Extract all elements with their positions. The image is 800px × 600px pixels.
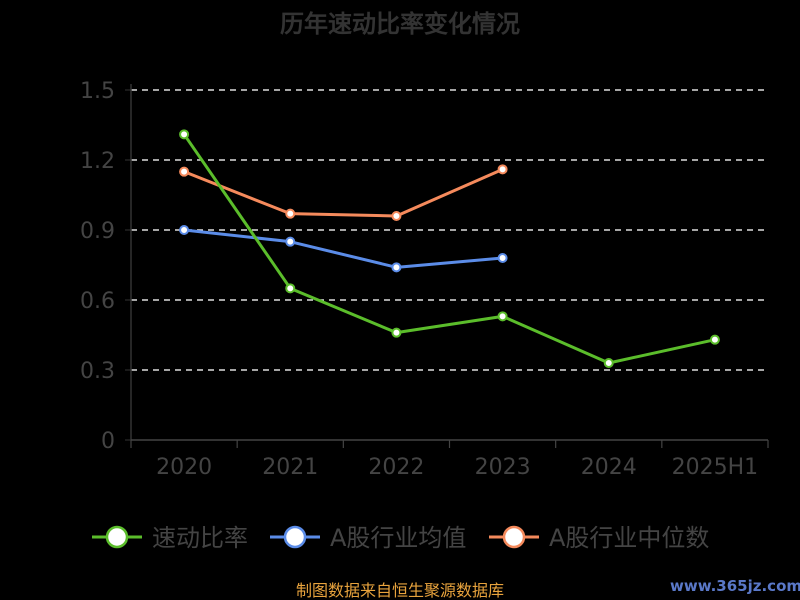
data-point (497, 253, 508, 263)
source-note: 制图数据来自恒生聚源数据库 (296, 581, 504, 600)
y-tick-label: 1.2 (80, 149, 115, 174)
data-point (709, 334, 720, 345)
y-tick-label: 0.3 (80, 359, 115, 384)
data-point (285, 236, 296, 247)
y-tick-label: 0.9 (80, 219, 115, 244)
watermark: www.365jz.com (670, 577, 800, 595)
chart-title: 历年速动比率变化情况 (280, 10, 520, 38)
data-point (391, 211, 402, 221)
legend-label: A股行业中位数 (549, 524, 709, 552)
x-tick-label: 2020 (156, 455, 212, 480)
data-point (179, 166, 190, 177)
x-tick-label: 2023 (475, 455, 531, 480)
legend-label: 速动比率 (152, 524, 248, 552)
y-tick-label: 0 (101, 429, 115, 454)
y-tick-label: 0.6 (80, 289, 115, 314)
data-point (179, 129, 190, 140)
y-tick-label: 1.5 (80, 79, 115, 104)
data-point (391, 327, 402, 338)
legend: 速动比率 A股行业均值 A股行业中位数 (92, 524, 709, 552)
data-point (179, 225, 190, 235)
series-line (183, 228, 503, 269)
legend-marker (502, 525, 526, 549)
legend-marker (283, 525, 307, 549)
legend-marker (105, 525, 129, 549)
data-point (391, 262, 402, 273)
axes: 0 0.3 0.6 0.9 1.2 1.5 2020 2021 2022 2023 2024 2025… (80, 79, 769, 480)
legend-label: A股行业均值 (330, 524, 466, 552)
data-point (285, 208, 296, 219)
grid (131, 89, 768, 371)
data-point (285, 283, 296, 294)
data-point (497, 164, 508, 175)
series (179, 129, 720, 368)
series-line (183, 167, 504, 218)
data-point (603, 358, 614, 368)
x-tick-label: 2025H1 (672, 455, 759, 480)
series-line (182, 133, 716, 365)
data-point (497, 311, 508, 322)
x-tick-label: 2024 (581, 455, 637, 480)
x-tick-label: 2021 (262, 455, 318, 480)
x-tick-label: 2022 (368, 455, 424, 480)
